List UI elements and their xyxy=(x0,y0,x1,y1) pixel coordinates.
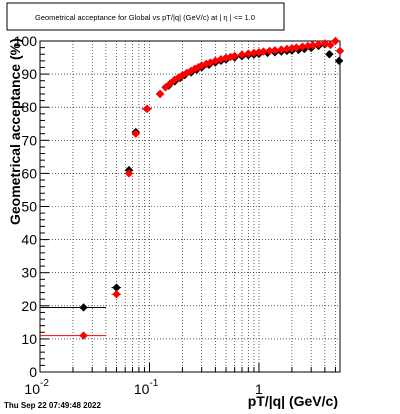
data-point-red xyxy=(265,46,274,56)
x-tick-exponent: -2 xyxy=(40,378,49,389)
data-point-red xyxy=(298,42,307,51)
data-point-red xyxy=(277,45,286,54)
x-axis-label: pT/|q| (GeV/c) xyxy=(248,393,338,409)
data-point-red xyxy=(170,75,179,84)
data-point-red xyxy=(308,41,317,50)
data-point-black xyxy=(325,50,334,59)
data-point-red xyxy=(155,89,165,99)
y-axis-label: Geometrical acceptance (%) xyxy=(7,38,23,225)
y-tick-label: 90 xyxy=(21,66,37,82)
x-tick-label: 1 xyxy=(255,381,263,397)
y-tick-label: 70 xyxy=(21,132,37,148)
data-point-red xyxy=(244,49,253,58)
data-point-red xyxy=(190,64,200,74)
title-box xyxy=(6,2,285,31)
data-point-red xyxy=(161,83,170,92)
chart-title: Geometrical acceptance for Global vs pT/… xyxy=(35,13,255,22)
data-point-red xyxy=(124,169,134,178)
data-point-red xyxy=(186,66,196,75)
x-tick-label: 10 xyxy=(24,381,40,397)
y-tick-label: 60 xyxy=(21,165,37,181)
data-point-red xyxy=(178,70,187,80)
data-point-red xyxy=(287,44,297,53)
y-tick-label: 100 xyxy=(14,33,38,49)
data-point-red xyxy=(259,47,268,56)
data-point-red xyxy=(237,50,247,59)
y-tick-label: 0 xyxy=(29,364,37,380)
data-marks xyxy=(40,36,345,340)
data-point-red xyxy=(131,129,140,138)
data-point-red xyxy=(166,79,175,88)
data-point-red xyxy=(331,36,340,46)
data-point-red xyxy=(221,53,231,63)
data-point-red xyxy=(292,43,301,52)
y-tick-label: 10 xyxy=(21,331,37,347)
x-tick-exponent: -1 xyxy=(149,378,158,389)
timestamp: Thu Sep 22 07:49:48 2022 xyxy=(4,401,101,410)
data-point-red xyxy=(216,55,226,64)
x-tick-label: 10 xyxy=(134,381,150,397)
data-point-red xyxy=(230,51,239,61)
data-point-red xyxy=(142,104,152,114)
y-tick-label: 80 xyxy=(21,99,37,115)
grid xyxy=(40,41,340,372)
data-point-red xyxy=(249,48,259,58)
data-point-red xyxy=(79,331,88,340)
data-point-red xyxy=(270,46,280,55)
data-point-black xyxy=(79,303,88,312)
data-point-black xyxy=(112,283,121,292)
data-point-red xyxy=(282,44,292,54)
y-tick-label: 50 xyxy=(21,199,37,215)
data-point-red xyxy=(335,46,345,56)
data-point-black xyxy=(334,56,344,66)
data-point-red xyxy=(303,41,313,51)
data-point-red xyxy=(112,290,121,299)
y-tick-label: 30 xyxy=(21,265,37,281)
y-tick-label: 40 xyxy=(21,232,37,248)
data-point-red xyxy=(314,40,323,49)
y-tick-label: 20 xyxy=(21,298,37,314)
data-point-red xyxy=(326,40,335,50)
data-point-red xyxy=(202,59,211,69)
data-point-black xyxy=(306,43,316,53)
